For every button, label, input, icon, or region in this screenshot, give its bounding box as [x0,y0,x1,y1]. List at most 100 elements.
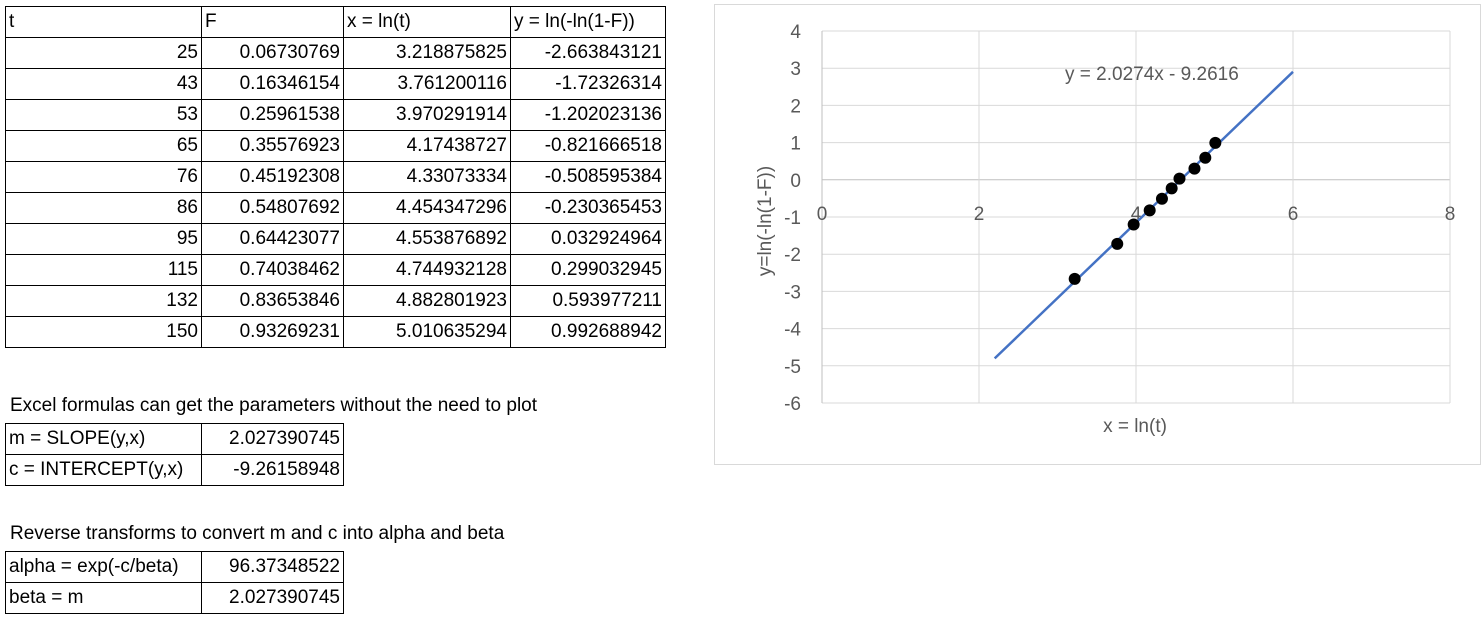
reverse-note: Reverse transforms to convert m and c in… [10,523,505,544]
header-cell[interactable]: F [201,6,344,38]
reverse-value-cell[interactable]: 96.37348522 [201,551,344,583]
table-cell[interactable]: 0.35576923 [201,130,344,162]
table-cell[interactable]: 4.454347296 [343,192,511,224]
table-cell[interactable]: 0.64423077 [201,223,344,255]
y-tick-label: -3 [784,282,801,303]
formulas-label-cell[interactable]: c = INTERCEPT(y,x) [5,454,202,486]
data-point [1127,218,1140,231]
table-cell[interactable]: -2.663843121 [510,37,666,69]
table-cell[interactable]: 0.74038462 [201,254,344,286]
y-tick-label: 4 [790,22,801,43]
data-point [1188,162,1201,175]
table-cell[interactable]: 5.010635294 [343,316,511,348]
table-cell[interactable]: 4.17438727 [343,130,511,162]
table-cell[interactable]: 65 [5,130,202,162]
formulas-value-cell[interactable]: 2.027390745 [201,423,344,455]
table-cell[interactable]: 76 [5,161,202,193]
y-tick-label: 3 [790,59,801,80]
data-point [1068,272,1081,285]
data-point [1143,204,1156,217]
table-cell[interactable]: -1.202023136 [510,99,666,131]
table-cell[interactable]: 0.45192308 [201,161,344,193]
data-point [1173,172,1186,185]
table-row: 76 0.45192308 4.33073334 -0.508595384 [5,161,666,193]
table-cell[interactable]: -0.230365453 [510,192,666,224]
table-row: 86 0.54807692 4.454347296 -0.230365453 [5,192,666,224]
scatter-chart: 4 3 2 1 0 -1 -2 -3 -4 -5 -6 0 2 4 6 8 y = 2.0274x - 9.26… [755,22,1456,437]
x-tick-label: 0 [817,204,828,225]
reverse-label-cell[interactable]: alpha = exp(-c/beta) [5,551,202,583]
table-cell[interactable]: 0.06730769 [201,37,344,69]
header-cell[interactable]: y = ln(-ln(1-F)) [510,6,666,38]
table-cell[interactable]: 95 [5,223,202,255]
formulas-row: c = INTERCEPT(y,x) -9.26158948 [5,454,344,486]
formulas-label-cell[interactable]: m = SLOPE(y,x) [5,423,202,455]
formula-note: Excel formulas can get the parameters wi… [10,395,538,416]
table-cell[interactable]: 0.93269231 [201,316,344,348]
y-axis-title: y=ln(-ln(1-F)) [755,166,776,276]
table-cell[interactable]: 3.218875825 [343,37,511,69]
table-cell[interactable]: 0.593977211 [510,285,666,317]
y-tick-label: -2 [784,245,801,266]
x-tick-label: 6 [1288,204,1299,225]
table-cell[interactable]: 0.25961538 [201,99,344,131]
data-point [1111,237,1124,250]
table-cell[interactable]: 150 [5,316,202,348]
table-cell[interactable]: 3.761200116 [343,68,511,100]
table-cell[interactable]: -0.821666518 [510,130,666,162]
header-cell[interactable]: x = ln(t) [343,6,511,38]
table-row: 150 0.93269231 5.010635294 0.992688942 [5,316,666,348]
trendline-equation: y = 2.0274x - 9.2616 [1065,64,1239,85]
y-tick-label: -5 [784,357,801,378]
table-row: 25 0.06730769 3.218875825 -2.663843121 [5,37,666,69]
table-row: 65 0.35576923 4.17438727 -0.821666518 [5,130,666,162]
chart-frame[interactable]: 4 3 2 1 0 -1 -2 -3 -4 -5 -6 0 2 4 6 8 y = 2.0274x - 9.26… [714,4,1481,465]
reverse-row: alpha = exp(-c/beta) 96.37348522 [5,551,344,583]
formulas-row: m = SLOPE(y,x) 2.027390745 [5,423,344,455]
table-row: 132 0.83653846 4.882801923 0.593977211 [5,285,666,317]
table-cell[interactable]: 0.83653846 [201,285,344,317]
y-tick-label: -1 [784,208,801,229]
table-cell[interactable]: 0.54807692 [201,192,344,224]
table-cell[interactable]: 43 [5,68,202,100]
header-cell[interactable]: t [5,6,202,38]
table-row: 53 0.25961538 3.970291914 -1.202023136 [5,99,666,131]
table-cell[interactable]: 4.553876892 [343,223,511,255]
x-tick-label: 4 [1131,204,1142,225]
data-point [1155,192,1168,205]
table-row: 115 0.74038462 4.744932128 0.299032945 [5,254,666,286]
y-tick-label: 0 [790,171,801,192]
table-cell[interactable]: 115 [5,254,202,286]
reverse-value-cell[interactable]: 2.027390745 [201,582,344,614]
table-cell[interactable]: 0.992688942 [510,316,666,348]
data-point [1165,182,1178,195]
data-point [1199,151,1212,164]
x-axis-title: x = ln(t) [1103,416,1167,437]
formulas-value-cell[interactable]: -9.26158948 [201,454,344,486]
table-cell[interactable]: -0.508595384 [510,161,666,193]
table-cell[interactable]: 86 [5,192,202,224]
table-cell[interactable]: -1.72326314 [510,68,666,100]
table-cell[interactable]: 4.33073334 [343,161,511,193]
table-cell[interactable]: 25 [5,37,202,69]
table-cell[interactable]: 3.970291914 [343,99,511,131]
table-row: 95 0.64423077 4.553876892 0.032924964 [5,223,666,255]
table-cell[interactable]: 132 [5,285,202,317]
y-tick-label: 1 [790,134,801,155]
trendline [993,70,1294,360]
y-tick-label: 2 [790,96,801,117]
reverse-label-cell[interactable]: beta = m [5,582,202,614]
table-cell[interactable]: 4.882801923 [343,285,511,317]
table-cell[interactable]: 0.16346154 [201,68,344,100]
table-cell[interactable]: 4.744932128 [343,254,511,286]
table-cell[interactable]: 0.299032945 [510,254,666,286]
table-cell[interactable]: 53 [5,99,202,131]
x-tick-label: 2 [974,204,985,225]
y-tick-label: -4 [784,320,801,341]
x-tick-label: 8 [1445,204,1456,225]
data-point [1209,136,1222,149]
table-cell[interactable]: 0.032924964 [510,223,666,255]
